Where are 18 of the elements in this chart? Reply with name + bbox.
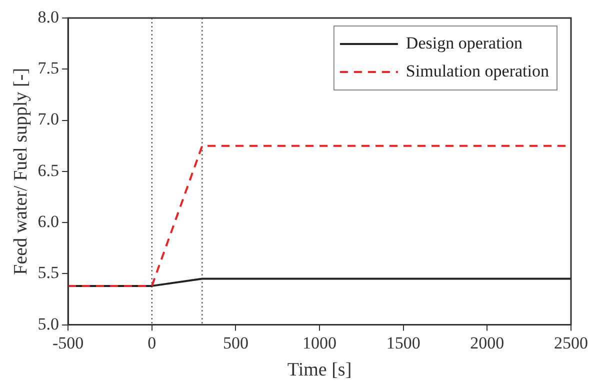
legend-label: Design operation xyxy=(406,33,524,52)
y-tick-label: 7.0 xyxy=(38,110,60,129)
y-tick-label: 8.0 xyxy=(38,7,60,26)
y-tick-label: 6.5 xyxy=(38,160,60,180)
y-tick-label: 6.0 xyxy=(38,212,60,231)
x-tick-label: 2000 xyxy=(470,333,504,352)
x-tick-label: -500 xyxy=(52,333,84,352)
legend-label: Simulation operation xyxy=(406,61,550,80)
y-tick-label: 5.5 xyxy=(38,263,60,282)
x-tick-label: 1000 xyxy=(302,333,337,352)
x-axis-title: Time [s] xyxy=(287,360,352,381)
x-tick-label: 500 xyxy=(222,333,248,352)
y-axis-title: Feed water/ Fuel supply [-] xyxy=(10,68,32,275)
x-tick-label: 2500 xyxy=(554,333,588,352)
y-tick-label: 7.5 xyxy=(38,58,60,78)
y-tick-label: 5.0 xyxy=(38,314,60,334)
x-tick-label: 1500 xyxy=(386,333,420,352)
x-tick-label: 0 xyxy=(148,333,156,352)
